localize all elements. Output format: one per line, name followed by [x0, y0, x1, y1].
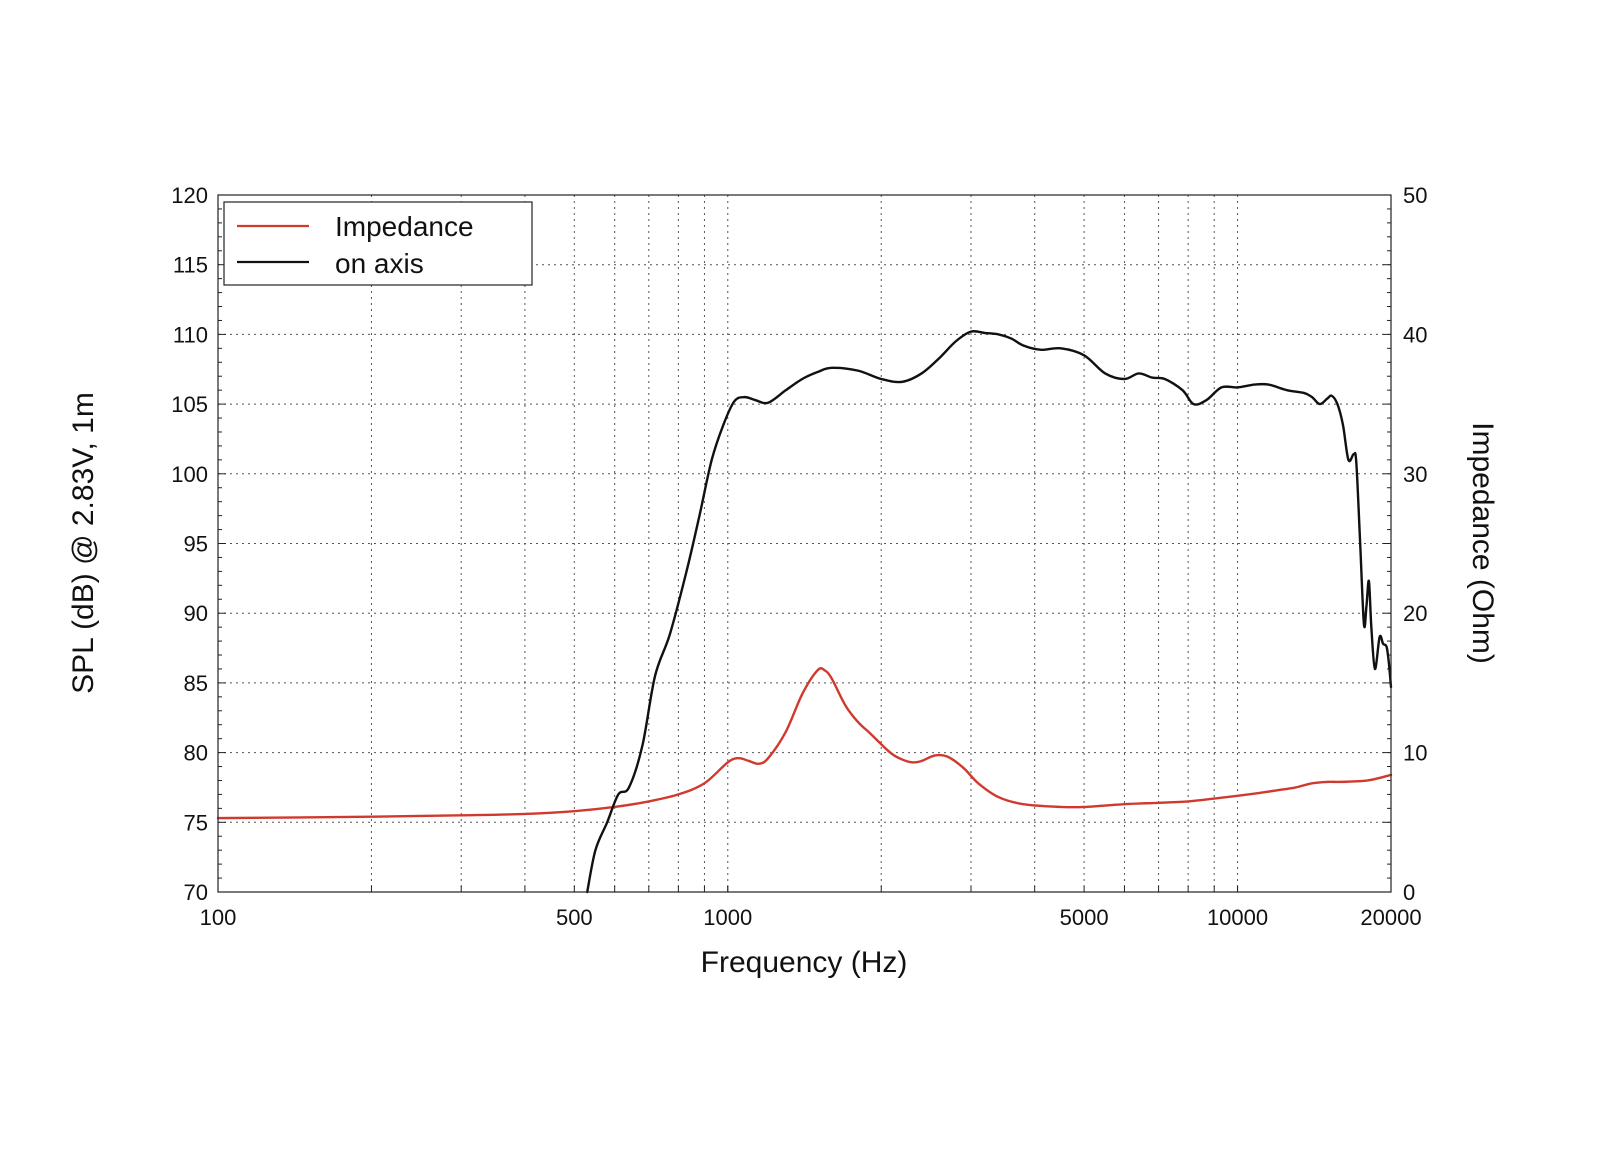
- x-tick-label: 20000: [1360, 905, 1421, 930]
- y-tick-label: 105: [171, 392, 208, 417]
- y-tick-label: 75: [184, 810, 208, 835]
- x-tick-label: 500: [556, 905, 593, 930]
- y2-tick-label: 0: [1403, 880, 1415, 905]
- series-lines: [216, 329, 1393, 894]
- y2-tick-label: 20: [1403, 601, 1427, 626]
- tick-labels: 100 500 1000 5000 10000 200007075808590951001…: [171, 183, 1427, 930]
- grid: [218, 195, 1391, 892]
- y-tick-label: 115: [173, 253, 208, 278]
- legend-label-on-axis: on axis: [335, 248, 424, 279]
- y2-tick-label: 10: [1403, 741, 1427, 766]
- x-axis-title: Frequency (Hz): [701, 946, 908, 979]
- legend-label-impedance: Impedance: [335, 211, 474, 242]
- x-tick-label: 100: [200, 905, 237, 930]
- y-tick-label: 120: [171, 183, 208, 208]
- y-tick-label: 70: [184, 880, 208, 905]
- y-tick-label: 100: [171, 462, 208, 487]
- y2-tick-label: 40: [1403, 322, 1427, 347]
- axis-ticks: [217, 194, 1392, 893]
- y-tick-label: 90: [184, 601, 208, 626]
- y2-tick-label: 50: [1403, 183, 1427, 208]
- y-tick-label: 110: [173, 322, 208, 347]
- series-line-on-axis: [586, 329, 1393, 894]
- y-axis-title: SPL (dB) @ 2.83V, 1m: [67, 392, 100, 694]
- x-tick-label: 10000: [1207, 905, 1268, 930]
- plot-frame: [217, 194, 1392, 893]
- y2-tick-label: 30: [1403, 462, 1427, 487]
- legend: Impedance on axis: [223, 201, 533, 286]
- x-tick-label: 5000: [1060, 905, 1109, 930]
- y-tick-label: 95: [184, 532, 208, 557]
- y2-axis-title: Impedance (Ohm): [1466, 422, 1499, 664]
- legend-box: [223, 201, 533, 286]
- y-tick-label: 85: [184, 671, 208, 696]
- y-tick-label: 80: [184, 741, 208, 766]
- x-tick-label: 1000: [703, 905, 752, 930]
- series-line-impedance: [216, 667, 1393, 820]
